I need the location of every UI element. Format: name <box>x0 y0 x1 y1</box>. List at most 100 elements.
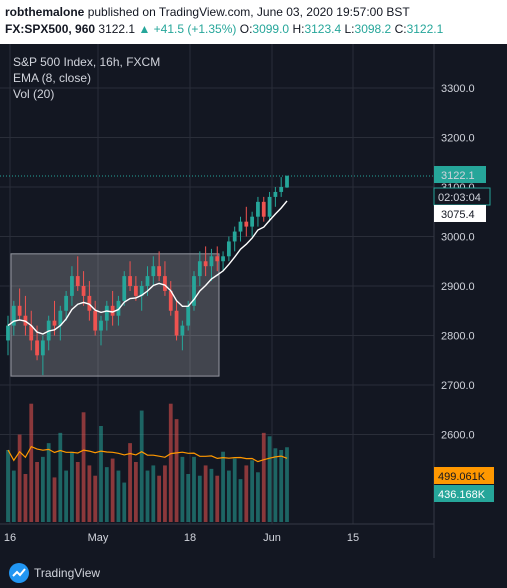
volume-bar <box>267 436 272 522</box>
candle-body <box>250 216 255 227</box>
candle <box>203 246 208 277</box>
candle <box>151 256 156 286</box>
price-axis[interactable]: 2600.02700.02800.02900.03000.03100.03200… <box>441 83 475 442</box>
price-tick-label: 3300.0 <box>441 83 475 95</box>
candle <box>70 266 74 306</box>
volume-bar <box>99 426 103 522</box>
volume-bar <box>209 468 214 522</box>
publish-header: robthemalone published on TradingView.co… <box>0 0 507 44</box>
legend-title[interactable]: S&P 500 Index, 16h, FXCM <box>13 55 161 69</box>
candle <box>238 216 243 242</box>
volume-bar <box>93 475 98 522</box>
vol-ma-label: 499.061K <box>438 471 486 483</box>
tradingview-logo-icon[interactable] <box>9 563 29 583</box>
legend-vol[interactable]: Vol (20) <box>13 87 55 101</box>
vol-label: 436.168K <box>438 489 486 501</box>
price-chart[interactable]: 2600.02700.02800.02900.03000.03100.03200… <box>0 44 507 558</box>
candle-body <box>145 276 150 286</box>
legend-ema[interactable]: EMA (8, close) <box>13 71 92 85</box>
candle-body <box>81 286 86 296</box>
volume-bar <box>46 443 51 522</box>
volume-bar <box>250 460 255 522</box>
candle-body <box>29 325 34 341</box>
annotation-rectangle[interactable] <box>10 253 220 377</box>
candle-body <box>58 310 63 326</box>
volume-bar <box>197 475 202 522</box>
price-tick-label: 3200.0 <box>441 133 475 145</box>
candle <box>256 196 260 227</box>
candle <box>17 288 22 321</box>
open-label: O: <box>239 22 253 36</box>
price-tick-label: 2700.0 <box>441 380 475 392</box>
candle <box>75 256 80 291</box>
candle-body <box>174 310 179 336</box>
candle <box>104 300 109 331</box>
candle <box>221 251 225 272</box>
volume-bar <box>226 470 231 522</box>
time-tick-label: 15 <box>347 532 359 544</box>
volume-bar <box>186 474 191 522</box>
vol-tag: 436.168K <box>434 485 494 502</box>
vol-ma-tag: 499.061K <box>434 467 494 484</box>
high-value: 3123.4 <box>304 22 342 36</box>
high-label: H: <box>292 22 305 36</box>
tradingview-brand[interactable]: TradingView <box>34 566 101 580</box>
candle <box>192 271 196 311</box>
candle-body <box>52 320 57 326</box>
volume-bar <box>279 450 284 522</box>
volume-bar <box>192 456 196 522</box>
low-value: 3098.2 <box>354 22 392 36</box>
time-tick-label: 16 <box>4 532 16 544</box>
chart-legend: S&P 500 Index, 16h, FXCM EMA (8, close) … <box>13 54 160 102</box>
candle-body <box>122 276 127 301</box>
candle-body <box>244 221 249 227</box>
candle <box>168 281 173 316</box>
candle-body <box>151 266 156 277</box>
candle-body <box>203 261 208 267</box>
candle <box>226 236 231 262</box>
volume-bar <box>215 475 220 522</box>
candle-body <box>163 276 167 291</box>
volume-bar <box>244 465 249 522</box>
volume-bar <box>6 450 10 522</box>
countdown-tag: 02:03:04 <box>433 187 491 206</box>
candle-body <box>116 300 121 316</box>
low-label: L: <box>344 22 355 36</box>
candle-body <box>273 191 278 197</box>
volume-bars <box>6 403 289 522</box>
time-axis[interactable]: 16 May 18 Jun 15 <box>4 532 359 544</box>
published-text: published on TradingView.com, June 03, 2… <box>87 5 410 19</box>
candle-body <box>70 276 74 296</box>
candle-body <box>180 325 185 336</box>
volume-bar <box>163 465 167 522</box>
price-tick-label: 3000.0 <box>441 232 475 244</box>
candle-body <box>35 340 39 356</box>
volume-bar <box>116 470 121 522</box>
candle-body <box>256 201 260 217</box>
volume-bar <box>70 451 74 522</box>
volume-bar <box>58 432 63 522</box>
candle-body <box>11 305 16 326</box>
candle-body <box>192 276 196 306</box>
candle <box>215 246 220 272</box>
volume-bar <box>221 451 225 522</box>
candle-body <box>186 305 191 326</box>
candle <box>157 251 162 282</box>
volume-bar <box>11 470 16 522</box>
candle <box>250 211 255 237</box>
candle <box>163 261 167 296</box>
candle <box>244 206 249 237</box>
candle-body <box>99 320 103 331</box>
candle-body <box>6 325 10 341</box>
volume-bar <box>238 479 243 522</box>
volume-bar <box>52 477 57 522</box>
volume-bar <box>151 465 156 522</box>
candle <box>87 281 92 321</box>
ema-price-label: 3075.4 <box>441 209 475 221</box>
volume-bar <box>35 462 39 522</box>
symbol: FX:SPX500, 960 <box>5 22 96 36</box>
volume-ma-line <box>7 445 288 463</box>
candle-body <box>110 305 115 316</box>
author-name[interactable]: robthemalone <box>5 5 85 19</box>
candle <box>174 300 179 341</box>
